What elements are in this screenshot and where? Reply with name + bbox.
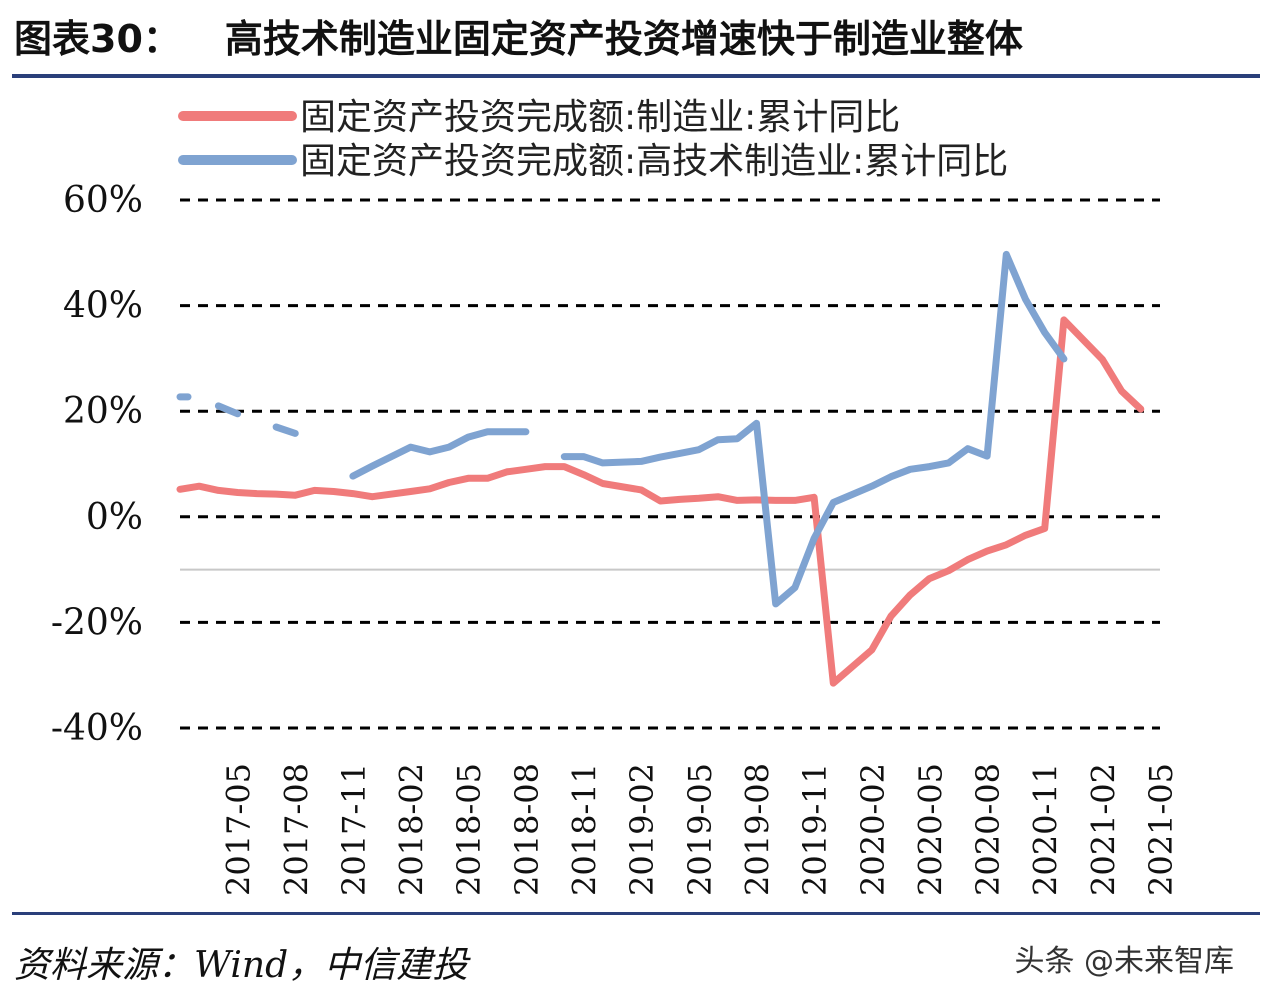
series-line-2 — [560, 250, 1068, 608]
x-tick-label: 2018-08 — [508, 763, 546, 896]
legend-label-2: 固定资产投资完成额:高技术制造业:累计同比 — [300, 141, 1008, 182]
y-tick-label: -20% — [51, 602, 143, 643]
x-tick-label: 2017-08 — [277, 763, 315, 896]
y-tick-label: 20% — [63, 391, 143, 432]
x-tick-label: 2020-08 — [969, 763, 1007, 896]
x-tick-label: 2018-11 — [566, 763, 604, 896]
top-divider — [12, 74, 1260, 78]
x-tick-label: 2019-11 — [796, 763, 834, 896]
watermark: 头条 @未来智库 — [1014, 944, 1234, 979]
y-tick-label: 0% — [86, 497, 143, 538]
source-note: 资料来源：Wind，中信建投 — [14, 945, 469, 986]
legend-label-1: 固定资产投资完成额:制造业:累计同比 — [300, 97, 900, 138]
series-line-2 — [272, 423, 299, 437]
figure-title: 高技术制造业固定资产投资增速快于制造业整体 — [224, 17, 1023, 61]
x-tick-label: 2017-05 — [220, 763, 258, 896]
y-tick-label: 60% — [63, 180, 143, 221]
chart-title: 图表30： 高技术制造业固定资产投资增速快于制造业整体 — [14, 8, 1023, 63]
x-tick-label: 2018-05 — [450, 763, 488, 896]
x-tick-label: 2017-11 — [335, 763, 373, 896]
figure-number: 图表30： — [14, 17, 181, 61]
x-tick-label: 2019-05 — [681, 763, 719, 896]
x-tick-label: 2018-02 — [393, 763, 431, 896]
series-line-2 — [349, 428, 530, 480]
y-tick-label: -40% — [51, 708, 143, 749]
y-tick-label: 40% — [63, 286, 143, 327]
series-line-1 — [176, 316, 1145, 687]
x-tick-label: 2021-05 — [1142, 763, 1180, 896]
series-line-2 — [214, 402, 242, 418]
x-tick-label: 2020-05 — [911, 763, 949, 896]
bottom-divider — [12, 912, 1260, 915]
x-tick-label: 2021-02 — [1084, 763, 1122, 896]
x-tick-label: 2020-11 — [1027, 763, 1065, 896]
x-tick-label: 2019-08 — [738, 763, 776, 896]
x-tick-label: 2020-02 — [854, 763, 892, 896]
x-tick-label: 2019-02 — [623, 763, 661, 896]
